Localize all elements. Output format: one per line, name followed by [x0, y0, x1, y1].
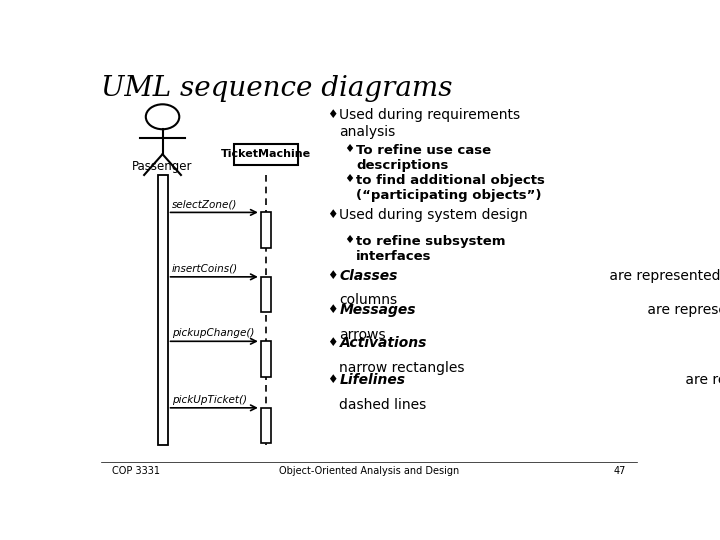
Bar — [261, 408, 271, 443]
Text: columns: columns — [339, 294, 397, 307]
Text: Passenger: Passenger — [132, 160, 193, 173]
Text: ♦: ♦ — [327, 109, 338, 122]
Text: ♦: ♦ — [327, 268, 338, 281]
Text: Lifelines: Lifelines — [339, 373, 405, 387]
Text: ♦: ♦ — [327, 336, 338, 349]
Text: pickupChange(): pickupChange() — [172, 328, 254, 338]
Text: Used during requirements
analysis: Used during requirements analysis — [339, 109, 521, 139]
Text: Messages: Messages — [339, 302, 416, 316]
Text: UML sequence diagrams: UML sequence diagrams — [101, 75, 453, 102]
Text: are represented by: are represented by — [605, 268, 720, 282]
Bar — [158, 175, 168, 446]
Text: ♦: ♦ — [344, 235, 354, 245]
Text: arrows: arrows — [339, 328, 386, 342]
Text: ♦: ♦ — [327, 302, 338, 316]
Text: selectZone(): selectZone() — [172, 199, 238, 209]
Text: TicketMachine: TicketMachine — [221, 149, 311, 159]
Text: ♦: ♦ — [344, 144, 354, 154]
Text: dashed lines: dashed lines — [339, 399, 427, 412]
Bar — [261, 212, 271, 248]
Text: ♦: ♦ — [344, 174, 354, 184]
Text: narrow rectangles: narrow rectangles — [339, 361, 465, 375]
Text: Object-Oriented Analysis and Design: Object-Oriented Analysis and Design — [279, 466, 459, 476]
Text: COP 3331: COP 3331 — [112, 466, 161, 476]
Text: pickUpTicket(): pickUpTicket() — [172, 395, 247, 404]
Text: to find additional objects
(“participating objects”): to find additional objects (“participati… — [356, 174, 545, 202]
Text: ♦: ♦ — [327, 208, 338, 221]
Text: To refine use case
descriptions: To refine use case descriptions — [356, 144, 491, 172]
Text: 47: 47 — [613, 466, 626, 476]
Text: ♦: ♦ — [327, 373, 338, 386]
Text: to refine subsystem
interfaces: to refine subsystem interfaces — [356, 235, 505, 264]
Text: Used during system design: Used during system design — [339, 208, 528, 222]
Text: insertCoins(): insertCoins() — [172, 264, 238, 274]
Bar — [261, 341, 271, 377]
Text: Classes: Classes — [339, 268, 398, 282]
Bar — [234, 144, 298, 165]
Bar — [261, 277, 271, 312]
Text: Activations: Activations — [339, 336, 427, 350]
Text: are represented by: are represented by — [681, 373, 720, 387]
Text: are represented by: are represented by — [643, 302, 720, 316]
